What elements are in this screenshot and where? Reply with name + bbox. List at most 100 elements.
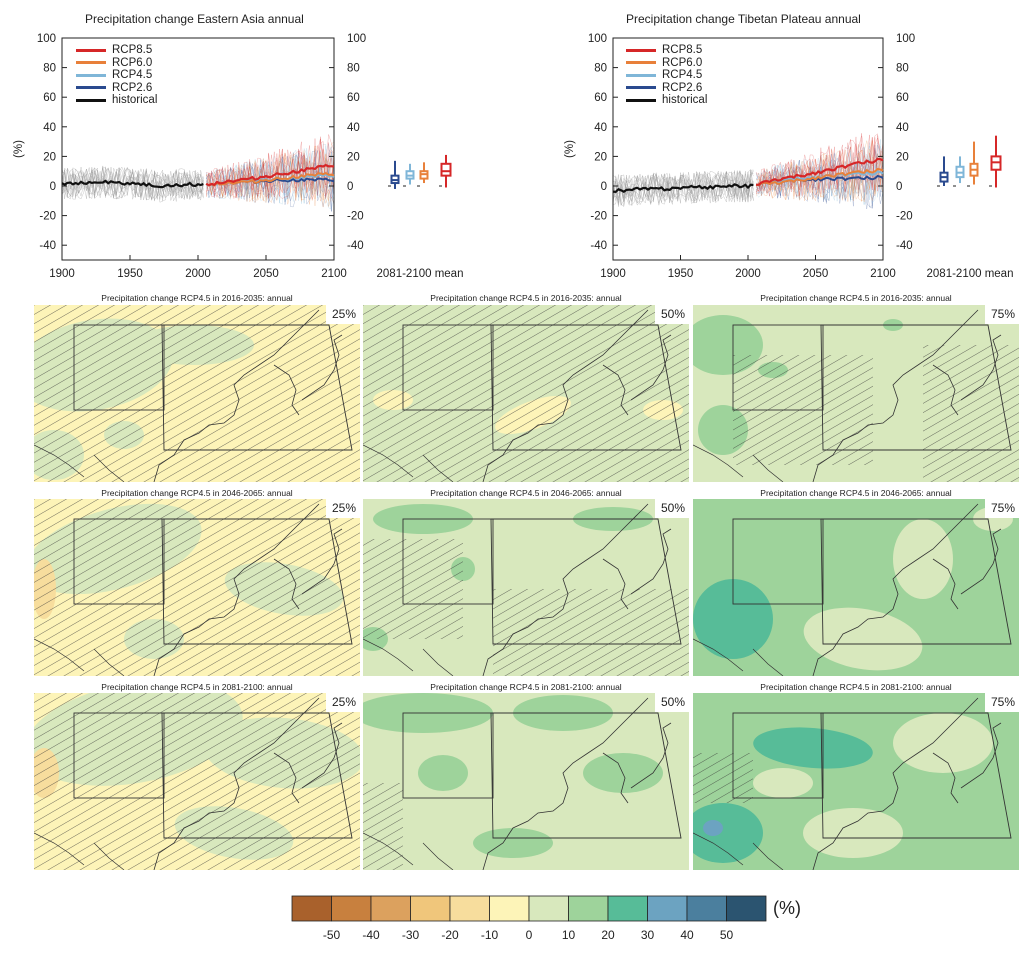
- legend-item-rcp45: RCP4.5: [76, 69, 157, 82]
- scenario-model-line: [205, 136, 335, 199]
- map-title-r1c3: Precipitation change RCP4.5 in 2016-2035…: [760, 293, 952, 303]
- y-tick-label-left: 20: [594, 151, 607, 163]
- region-eastern-asia: [820, 324, 1012, 451]
- y-tick-label-left: -20: [590, 211, 607, 223]
- coastline: [693, 638, 784, 676]
- percentile-label: 75%: [984, 305, 1019, 324]
- chart-eastern-asia: 1900 1950 2000 2050 2100 -40 -40 -20 -20 0 0 20 20 40…: [13, 33, 464, 280]
- percentile-label: 75%: [984, 499, 1019, 518]
- y-tick-label-left: 20: [43, 151, 56, 163]
- map-r2c3: 75%: [693, 499, 1019, 676]
- y-tick-label-right: 80: [347, 63, 360, 75]
- region-eastern-asia: [820, 518, 1012, 645]
- region-eastern-asia: [161, 712, 353, 839]
- hatching: [363, 539, 463, 639]
- x-tick-label: 2000: [185, 268, 211, 280]
- map-svg: [34, 305, 360, 482]
- legend-tibetan-plateau: RCP8.5 RCP6.0 RCP4.5 RCP2.6 historical: [626, 44, 707, 107]
- y-tick-label-right: 40: [347, 122, 360, 134]
- colorbar-tick-label: 0: [526, 928, 533, 942]
- colorbar-swatch: [647, 895, 688, 922]
- map-r2c1: 25%: [34, 499, 360, 676]
- scenario-model-line: [755, 140, 884, 200]
- hatching: [923, 345, 1019, 482]
- x-tick-label: 1950: [117, 268, 143, 280]
- x-tick-label: 2000: [735, 268, 761, 280]
- colorbar-tick-label: 30: [641, 928, 655, 942]
- scenario-model-line: [205, 153, 335, 212]
- y-axis-label: (%): [564, 140, 576, 158]
- shade-region: [473, 828, 553, 858]
- region-tibetan-plateau: [402, 712, 494, 799]
- box-rcp45: [403, 163, 415, 187]
- coastline: [363, 638, 454, 676]
- series-line-rcp85: [205, 163, 335, 187]
- scenario-model-line: [205, 146, 335, 207]
- colorbar-tick-label: -40: [362, 928, 380, 942]
- scenario-model-line: [206, 145, 335, 204]
- region-tibetan-plateau: [732, 712, 824, 799]
- scenario-model-line: [755, 140, 884, 201]
- scenario-model-line: [755, 153, 884, 207]
- shade-region: [803, 808, 903, 858]
- coastline: [482, 503, 672, 676]
- colorbar-tick-label: -20: [441, 928, 459, 942]
- box-rcp60: [417, 162, 429, 187]
- series-line-rcp60: [755, 167, 884, 187]
- ts-title-tibetan-plateau: Precipitation change Tibetan Plateau ann…: [626, 12, 861, 26]
- map-r3c1: 25%: [34, 693, 360, 870]
- colorbar-swatch: [291, 895, 332, 922]
- y-tick-label-right: 20: [347, 151, 360, 163]
- shade-region: [693, 803, 763, 863]
- percentile-label: 25%: [325, 499, 360, 518]
- colorbar-swatch: [331, 895, 372, 922]
- map-svg: [34, 693, 360, 870]
- map-svg: [363, 499, 689, 676]
- legend-item-rcp26: RCP2.6: [626, 82, 707, 95]
- x-tick-label: 1900: [600, 268, 626, 280]
- x-tick-label: 1900: [49, 268, 75, 280]
- percentile-label: 50%: [654, 499, 689, 518]
- map-r1c1: 25%: [34, 305, 360, 482]
- hatching: [493, 589, 689, 676]
- coastline: [812, 503, 1002, 676]
- shade-region: [753, 727, 873, 769]
- y-tick-label-right: 60: [896, 92, 909, 104]
- mean-label: 2081-2100 mean: [377, 268, 464, 280]
- series-line-historical: [612, 183, 754, 194]
- scenario-model-line: [755, 144, 884, 204]
- scenario-model-line: [206, 149, 335, 206]
- coastline: [363, 444, 454, 482]
- scenario-model-line: [205, 148, 335, 208]
- y-tick-label-left: 40: [594, 122, 607, 134]
- coastline: [153, 697, 343, 870]
- colorbar-unit: (%): [773, 898, 801, 918]
- map-r3c2: 50%: [363, 693, 689, 870]
- historical-model-line: [61, 167, 204, 199]
- colorbar-tick-label: -10: [481, 928, 499, 942]
- map-title-r2c2: Precipitation change RCP4.5 in 2046-2065…: [430, 488, 622, 498]
- historical-model-line: [612, 168, 754, 204]
- region-tibetan-plateau: [73, 518, 165, 605]
- region-eastern-asia: [490, 712, 682, 839]
- map-svg: [693, 693, 1019, 870]
- scenario-model-line: [755, 137, 884, 193]
- region-tibetan-plateau: [732, 518, 824, 605]
- region-eastern-asia: [161, 518, 353, 645]
- legend-item-rcp60: RCP6.0: [76, 57, 157, 70]
- scenario-model-line: [205, 149, 335, 204]
- legend-item-rcp26: RCP2.6: [76, 82, 157, 95]
- map-svg: [693, 305, 1019, 482]
- coastline: [812, 697, 1002, 870]
- colorbar-tick-label: 20: [601, 928, 615, 942]
- legend-item-historical: historical: [626, 94, 707, 107]
- region-eastern-asia: [490, 518, 682, 645]
- y-tick-label-right: 40: [896, 122, 909, 134]
- colorbar-swatch: [607, 895, 648, 922]
- x-tick-label: 2100: [321, 268, 347, 280]
- x-tick-label: 1950: [668, 268, 694, 280]
- map-svg: [693, 499, 1019, 676]
- model-spread: [612, 133, 884, 210]
- y-tick-label-left: 80: [594, 63, 607, 75]
- box-body: [440, 162, 452, 177]
